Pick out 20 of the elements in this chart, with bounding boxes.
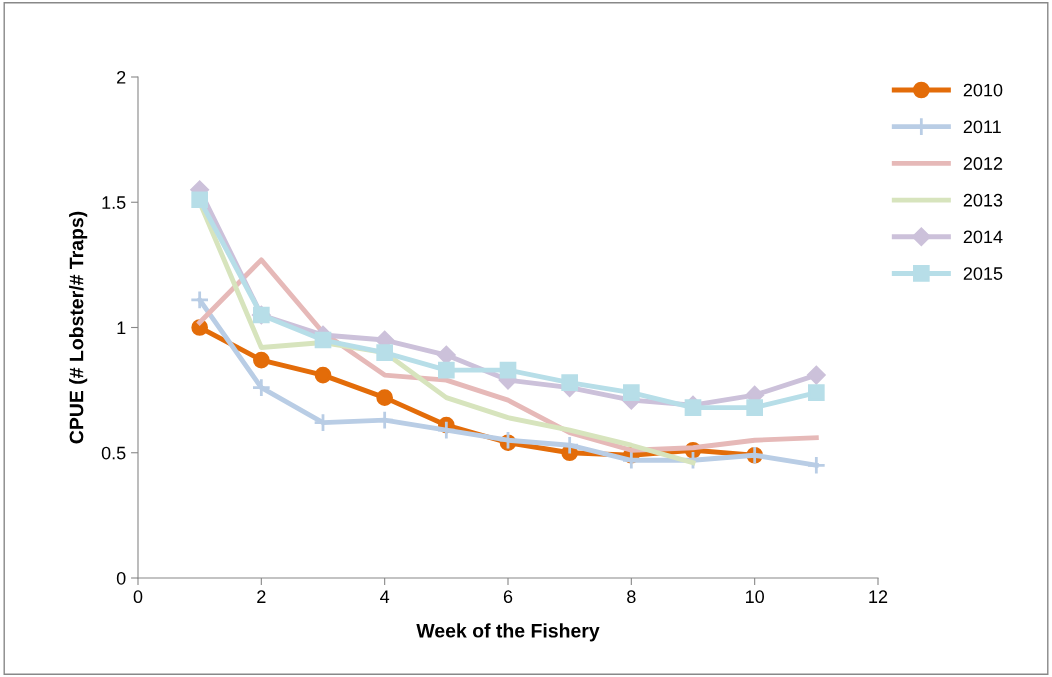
x-tick-label: 10 [746,590,764,604]
y-tick-label: 2 [117,70,126,84]
x-tick-label: 4 [380,590,390,603]
x-tick-label: 0 [133,590,143,604]
y-axis-title: CPUE (# Lobster/# Traps) [69,211,88,444]
x-tick-label: 12 [869,590,888,603]
x-tick-label: 2 [257,590,266,603]
legend-label: 2011 [963,120,1001,134]
x-tick-label: 8 [627,590,636,604]
legend-label: 2013 [963,193,1003,207]
x-tick-label: 6 [503,590,513,604]
legend-label: 2014 [963,230,1003,244]
x-axis-title: Week of the Fishery [416,623,600,642]
y-tick-label: 1.5 [102,196,126,209]
legend-label: 2012 [963,157,1003,170]
y-tick-label: 1 [117,321,126,335]
y-tick-label: 0.5 [101,446,126,460]
legend-label: 2010 [963,83,1003,97]
legend-label: 2015 [963,267,1003,280]
y-tick-label: 0 [116,571,126,585]
